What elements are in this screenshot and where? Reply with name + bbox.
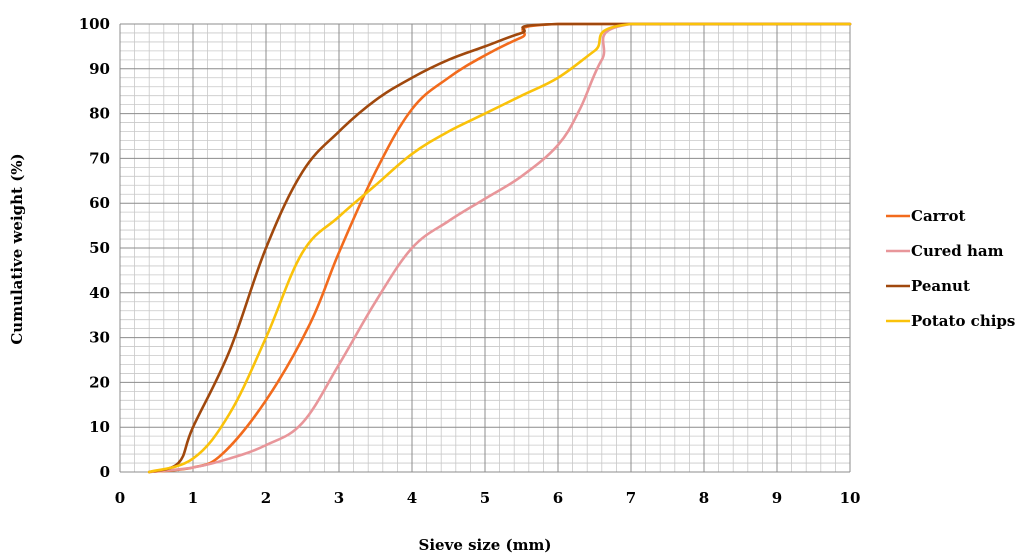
y-tick-label: 70 (89, 149, 110, 167)
x-tick-labels: 0 1 2 3 4 5 6 7 8 9 10 (115, 489, 861, 507)
y-tick-labels: 0 10 20 30 40 50 60 70 80 90 100 (79, 15, 110, 481)
legend-label-cured-ham: Cured ham (911, 242, 1004, 260)
y-tick-label: 40 (89, 284, 110, 302)
y-tick-label: 10 (89, 418, 110, 436)
y-tick-label: 80 (89, 105, 110, 123)
x-tick-label: 10 (840, 489, 861, 507)
x-axis-title: Sieve size (mm) (419, 536, 552, 554)
series-line-potato-chips (147, 22, 852, 474)
legend-label-peanut: Peanut (911, 277, 970, 295)
series-line-cured-ham (147, 22, 852, 474)
x-tick-label: 0 (115, 489, 125, 507)
y-tick-label: 30 (89, 329, 110, 347)
x-tick-label: 1 (188, 489, 198, 507)
x-tick-label: 5 (480, 489, 490, 507)
x-tick-label: 2 (261, 489, 271, 507)
legend-label-potato-chips: Potato chips (911, 312, 1015, 330)
x-tick-label: 6 (553, 489, 563, 507)
x-tick-label: 8 (699, 489, 709, 507)
y-tick-label: 60 (89, 194, 110, 212)
y-tick-label: 0 (100, 463, 110, 481)
x-tick-label: 3 (334, 489, 344, 507)
series-lines (147, 22, 852, 474)
x-tick-label: 4 (407, 489, 417, 507)
y-tick-label: 50 (89, 239, 110, 257)
major-grid (119, 23, 851, 473)
x-tick-label: 7 (626, 489, 636, 507)
x-tick-label: 9 (772, 489, 782, 507)
legend: Carrot Cured ham Peanut Potato chips (886, 207, 1015, 330)
legend-label-carrot: Carrot (911, 207, 965, 225)
y-tick-label: 90 (89, 60, 110, 78)
y-axis-title: Cumulative weight (%) (8, 153, 26, 344)
y-tick-label: 20 (89, 373, 110, 391)
y-tick-label: 100 (79, 15, 110, 33)
series-line-peanut (147, 22, 852, 474)
